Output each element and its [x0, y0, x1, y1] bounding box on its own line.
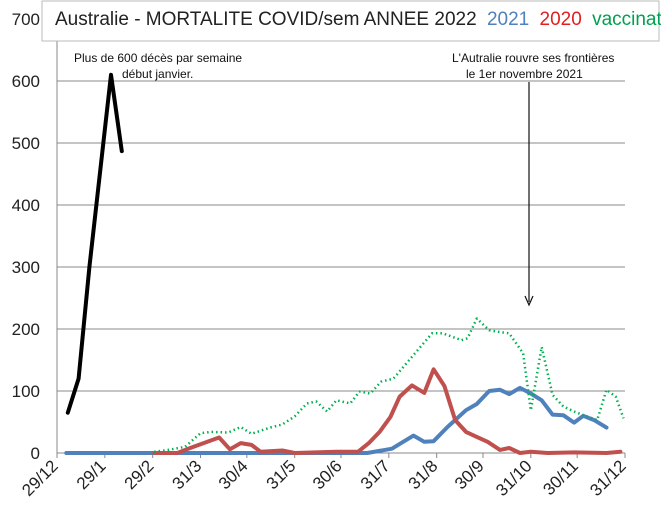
series-line-2020	[152, 367, 623, 455]
y-tick-label: 700	[12, 10, 40, 29]
annotation-border-line2: le 1er novembre 2021	[466, 67, 583, 81]
y-tick-label: 0	[31, 444, 40, 463]
annotation-peak-line1: Plus de 600 décès par semaine	[74, 51, 242, 65]
y-axis-ticks: 0 100 200 300 400 500 600 700	[12, 10, 40, 463]
x-tick-label: 31/7	[357, 456, 394, 493]
x-tick-label: 30/9	[451, 456, 488, 493]
series-line-vaccination	[154, 317, 625, 454]
legend-2020: 2020	[540, 9, 582, 30]
y-tick-label: 200	[12, 320, 40, 339]
x-tick-label: 29/1	[73, 456, 110, 493]
series-line-2022	[65, 72, 124, 415]
x-tick-label: 31/12	[586, 456, 630, 500]
y-tick-label: 600	[12, 72, 40, 91]
y-tick-label: 300	[12, 258, 40, 277]
x-tick-label: 31/8	[405, 456, 442, 493]
gridlines	[57, 80, 625, 392]
x-tick-label: 29/12	[18, 456, 62, 500]
x-axis-ticks: 29/12 29/1 29/2 31/3 30/4 31/5 30/6 31/7 31/8 30/…	[18, 453, 630, 500]
x-tick-label: 31/10	[492, 456, 536, 500]
y-tick-label: 500	[12, 134, 40, 153]
border-arrow	[524, 82, 534, 307]
annotation-border-line1: L'Autralie rouvre ses frontières	[452, 51, 614, 65]
legend-2021: 2021	[487, 9, 529, 30]
x-tick-label: 31/5	[263, 456, 300, 493]
title-main: Australie - MORTALITE COVID/sem ANNEE 20…	[55, 9, 477, 30]
x-tick-label: 30/6	[309, 456, 346, 493]
annotation-peak-line2: début janvier.	[122, 67, 193, 81]
series-line-2021	[64, 385, 609, 455]
legend-vaccination: vaccination	[592, 9, 661, 30]
x-tick-label: 31/3	[169, 456, 206, 493]
x-tick-label: 30/11	[539, 456, 582, 499]
series-lines	[64, 72, 625, 455]
x-tick-label: 29/2	[121, 456, 158, 493]
y-tick-label: 100	[12, 382, 40, 401]
title-box: Australie - MORTALITE COVID/sem ANNEE 20…	[41, 0, 661, 42]
y-tick-label: 400	[12, 196, 40, 215]
x-tick-label: 30/4	[215, 456, 252, 493]
svg-text:Australie - MORTALITE COVID/se: Australie - MORTALITE COVID/sem ANNEE 20…	[55, 9, 661, 30]
